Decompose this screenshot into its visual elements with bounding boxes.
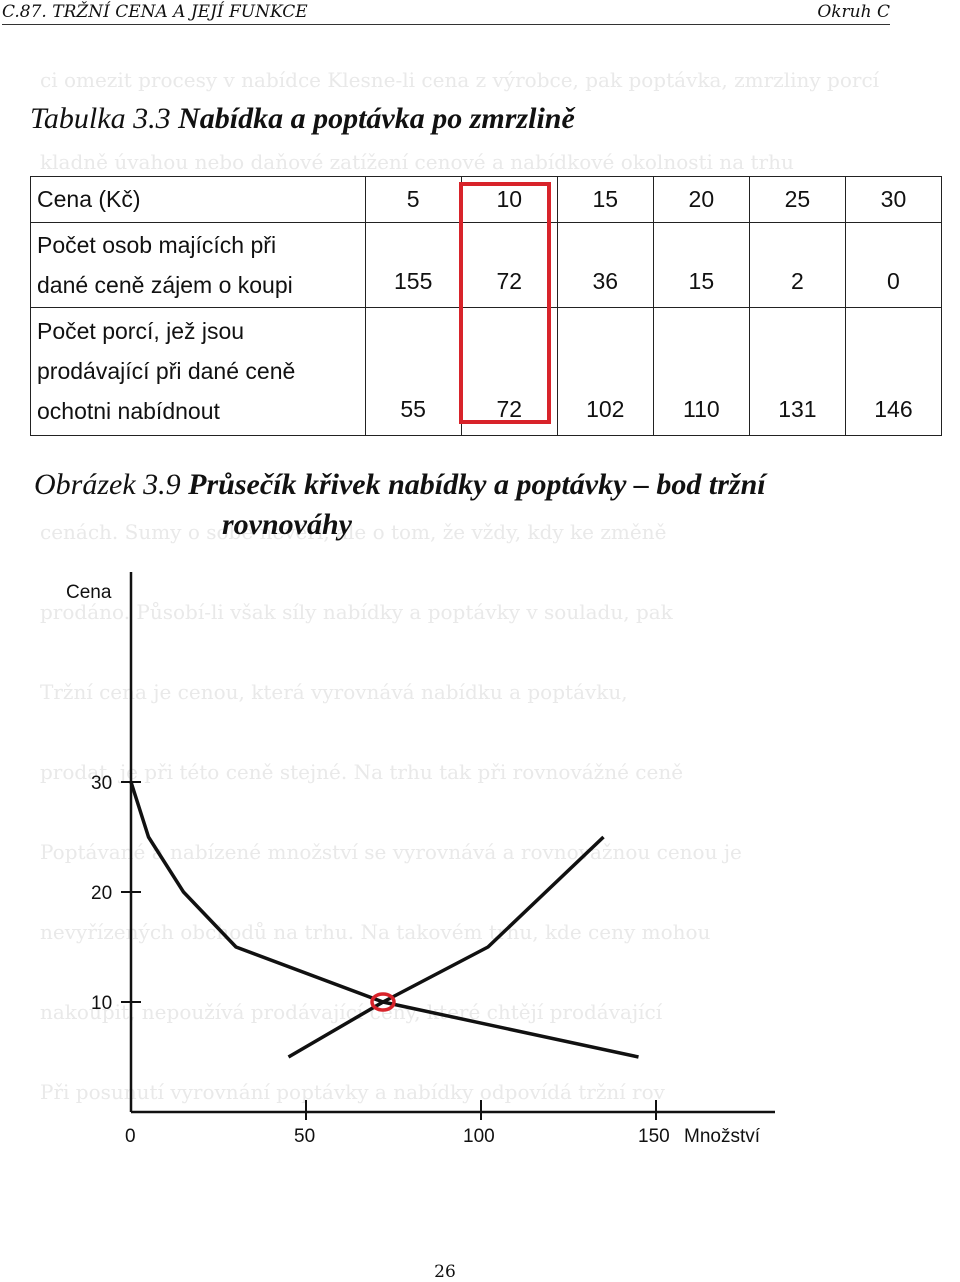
table-caption: Tabulka 3.3 Nabídka a poptávka po zmrzli… xyxy=(30,102,575,136)
demand-cell: 2 xyxy=(748,221,846,308)
page-number: 26 xyxy=(434,1262,456,1282)
demand-cell: 36 xyxy=(556,221,654,308)
y-tick-label: 30 xyxy=(91,773,112,794)
bleed-through-text: nevyřízených obchodů na trhu. Na takovém… xyxy=(40,920,711,944)
supply-cell: 102 xyxy=(556,306,654,437)
supply-demand-chart: Cena Množství 10 20 30 0 50 100 150 xyxy=(66,572,775,1147)
supply-row: Počet porcí, jež jsou prodávající při da… xyxy=(30,306,943,437)
bleed-through-text: cenách. Sumy o sobě nevěří, ale o tom, ž… xyxy=(40,520,667,544)
demand-row-label: Počet osob majících při dané ceně zájem … xyxy=(30,221,366,308)
bleed-through-text: kladně úvahou nebo daňové zatížení cenov… xyxy=(40,150,794,174)
demand-label-line: Počet osob majících při xyxy=(37,231,277,258)
supply-cell: 72 xyxy=(460,306,558,437)
demand-cell: 0 xyxy=(844,221,943,308)
supply-label-line: Počet porcí, jež jsou xyxy=(37,318,245,345)
bleed-through-text: prodáno. Působí-li však síly nabídky a p… xyxy=(40,600,673,624)
y-tick-label: 10 xyxy=(91,993,112,1014)
bleed-through-text: ci omezit procesy v nabídce Klesne-li ce… xyxy=(40,68,880,92)
figure-caption-line1: Průsečík křivek nabídky a poptávky – bod… xyxy=(188,468,766,501)
x-tick-label: 100 xyxy=(463,1126,495,1147)
table-caption-title: Nabídka a poptávka po zmrzlině xyxy=(178,102,575,135)
figure-caption-lead: Obrázek 3.9 xyxy=(34,468,181,501)
equilibrium-column-highlight xyxy=(459,182,551,424)
supply-demand-table: Cena (Kč) 5 10 15 20 25 30 Počet osob ma… xyxy=(30,176,943,437)
x-tick-label: 0 xyxy=(125,1126,136,1147)
supply-label-line: prodávající při dané ceně xyxy=(37,358,296,385)
chart-ticks: 10 20 30 0 50 100 150 xyxy=(91,773,670,1147)
chart-axes: Cena Množství xyxy=(66,572,775,1147)
demand-cell: 155 xyxy=(364,221,462,308)
bleed-through-text: prodat, je při této ceně stejné. Na trhu… xyxy=(40,760,684,784)
price-cell: 20 xyxy=(652,176,750,223)
equilibrium-marker xyxy=(370,992,396,1012)
supply-label-line: ochotni nabídnout xyxy=(37,398,220,425)
header-rule xyxy=(2,24,890,25)
header-right: Okruh C xyxy=(817,2,890,22)
x-tick-label: 50 xyxy=(294,1126,315,1147)
supply-cell: 131 xyxy=(748,306,846,437)
price-row-label: Cena (Kč) xyxy=(30,176,366,223)
supply-cell: 146 xyxy=(844,306,943,437)
demand-label-line: dané ceně zájem o koupi xyxy=(37,271,293,298)
demand-cell: 15 xyxy=(652,221,750,308)
supply-cell: 110 xyxy=(652,306,750,437)
chart-series xyxy=(129,781,639,1059)
figure-caption: Obrázek 3.9 Průsečík křivek nabídky a po… xyxy=(34,468,766,502)
bleed-through-text: Při posunutí vyrovnání poptávky a nabídk… xyxy=(40,1080,665,1104)
header-left: C.87. TRŽNÍ CENA A JEJÍ FUNKCE xyxy=(2,2,308,22)
x-tick-label: 150 xyxy=(638,1126,670,1147)
demand-curve xyxy=(129,781,639,1059)
x-axis-label: Množství xyxy=(684,1126,761,1147)
bleed-through-text: Tržní cena je cenou, která vyrovnává nab… xyxy=(40,680,628,704)
demand-cell: 72 xyxy=(460,221,558,308)
y-tick-label: 20 xyxy=(91,883,112,904)
supply-row-label: Počet porcí, jež jsou prodávající při da… xyxy=(30,306,366,437)
figure-caption-line2: rovnováhy xyxy=(222,508,352,541)
price-cell: 5 xyxy=(364,176,462,223)
y-axis-label: Cena xyxy=(66,582,112,603)
demand-row: Počet osob majících při dané ceně zájem … xyxy=(30,221,943,308)
price-cell: 30 xyxy=(844,176,943,223)
price-cell: 15 xyxy=(556,176,654,223)
table-caption-lead: Tabulka 3.3 xyxy=(30,102,171,135)
supply-curve xyxy=(287,835,605,1059)
supply-cell: 55 xyxy=(364,306,462,437)
price-cell: 25 xyxy=(748,176,846,223)
chart-marks xyxy=(370,992,396,1012)
